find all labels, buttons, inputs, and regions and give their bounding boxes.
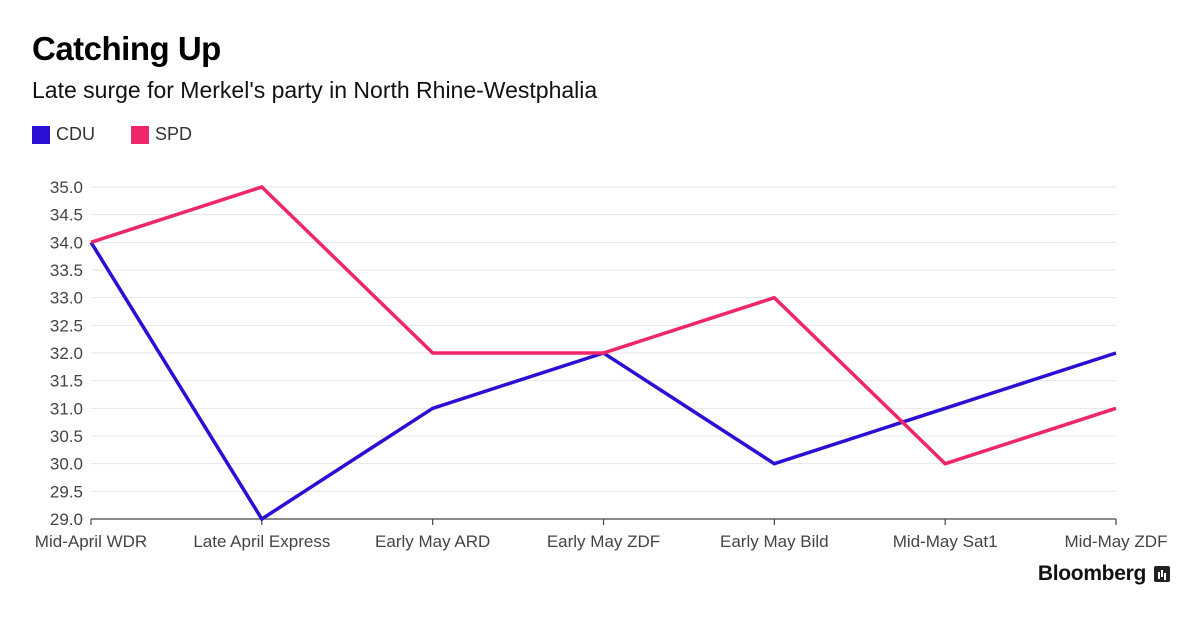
x-tick-label: Mid-April WDR [35, 532, 147, 551]
series-line-spd [90, 185, 1117, 466]
x-tick-label: Mid-May ZDF [1065, 532, 1168, 551]
chart-subtitle: Late surge for Merkel's party in North R… [32, 77, 598, 103]
y-tick-label: 32.5 [50, 316, 83, 335]
brand-name: Bloomberg [1037, 562, 1146, 585]
y-tick-label: 29.5 [50, 482, 83, 501]
y-tick-label: 34.5 [50, 206, 83, 225]
y-tick-label: 31.0 [50, 399, 83, 418]
legend-swatch-spd [131, 125, 149, 144]
legend-label-cdu: CDU [56, 124, 95, 144]
legend: CDU SPD [32, 124, 228, 145]
y-tick-label: 31.5 [50, 372, 83, 391]
legend-item-spd: SPD [131, 124, 192, 145]
y-tick-label: 30.5 [50, 427, 83, 446]
chart-title: Catching Up [32, 30, 221, 67]
x-tick-label: Mid-May Sat1 [893, 532, 998, 551]
brand-logo: Bloomberg [1038, 562, 1170, 586]
legend-swatch-cdu [32, 125, 50, 144]
y-tick-label: 32.0 [50, 344, 83, 363]
y-tick-label: 33.5 [50, 261, 83, 280]
legend-label-spd: SPD [155, 124, 193, 144]
x-tick-label: Late April Express [193, 532, 330, 551]
y-tick-label: 29.0 [50, 510, 83, 529]
x-tick-label: Early May ZDF [547, 532, 660, 551]
x-tick-label: Early May Bild [720, 532, 829, 551]
y-tick-label: 33.0 [50, 289, 83, 308]
y-tick-label: 30.0 [50, 455, 83, 474]
y-tick-label: 34.0 [50, 233, 83, 252]
y-tick-label: 35.0 [50, 178, 83, 197]
legend-item-cdu: CDU [32, 124, 95, 145]
x-tick-label: Early May ARD [375, 532, 490, 551]
bloomberg-chart-icon [1154, 566, 1170, 582]
